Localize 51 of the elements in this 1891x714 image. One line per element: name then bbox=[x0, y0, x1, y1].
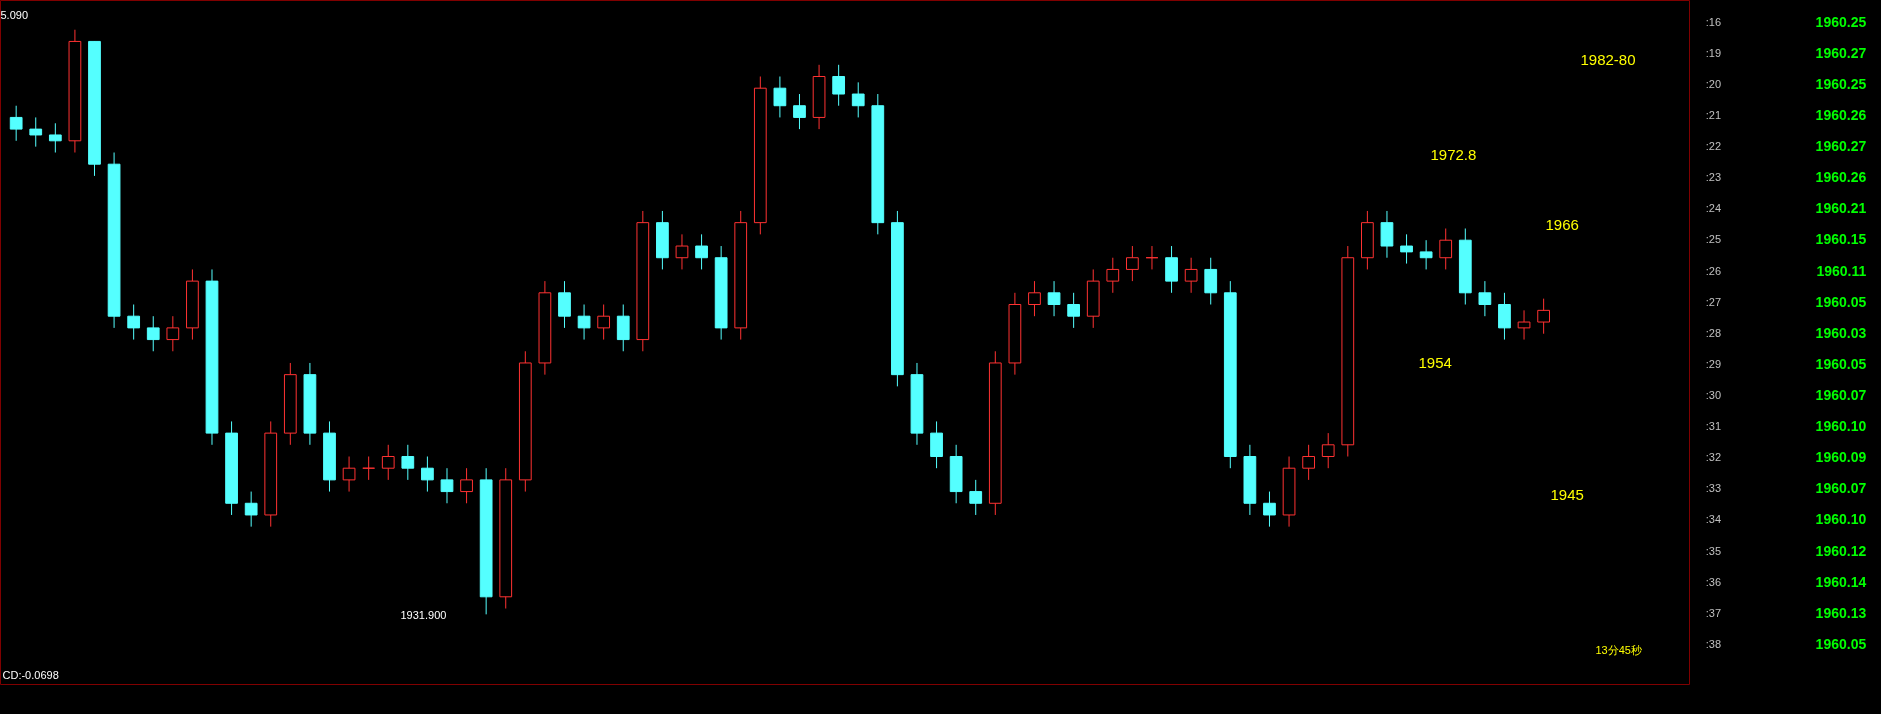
text: 1960.13 bbox=[1815, 604, 1867, 621]
text: 1960.05 bbox=[1815, 355, 1867, 372]
text: :23 bbox=[1705, 171, 1722, 184]
text: 1960.26 bbox=[1815, 169, 1867, 186]
text: 13分45秒 bbox=[1595, 643, 1642, 656]
text: :29 bbox=[1705, 357, 1722, 370]
annotation: 1954 bbox=[1418, 353, 1452, 371]
text: CD:-0.0698 bbox=[2, 668, 59, 681]
text: 1960.10 bbox=[1815, 418, 1867, 435]
text: :30 bbox=[1705, 388, 1722, 401]
text: :35 bbox=[1705, 544, 1722, 557]
annotation: 1966 bbox=[1545, 215, 1579, 233]
text: 1960.03 bbox=[1815, 324, 1867, 341]
text: 5.090 bbox=[0, 8, 29, 21]
text: :22 bbox=[1705, 140, 1722, 153]
text: :16 bbox=[1705, 15, 1722, 28]
text: :27 bbox=[1705, 295, 1722, 308]
text: :34 bbox=[1705, 513, 1722, 526]
text: :21 bbox=[1705, 108, 1722, 121]
text: :26 bbox=[1705, 264, 1722, 277]
text: 1960.12 bbox=[1815, 542, 1867, 559]
text: 1960.05 bbox=[1815, 635, 1867, 652]
annotation: 1972.8 bbox=[1430, 145, 1477, 163]
text: 1960.07 bbox=[1815, 480, 1867, 497]
text: 1960.26 bbox=[1815, 106, 1867, 123]
text: :19 bbox=[1705, 46, 1722, 59]
text: :25 bbox=[1705, 233, 1722, 246]
annotation: 1982-80 bbox=[1580, 50, 1636, 68]
annotation: 1945 bbox=[1550, 485, 1584, 503]
text: 1960.10 bbox=[1815, 511, 1867, 528]
text: 1960.11 bbox=[1816, 262, 1867, 279]
text: 1960.27 bbox=[1815, 44, 1867, 61]
text: :38 bbox=[1705, 637, 1722, 650]
text: :24 bbox=[1705, 202, 1722, 215]
text: :33 bbox=[1705, 482, 1722, 495]
text: 1960.25 bbox=[1815, 13, 1867, 30]
text: :20 bbox=[1705, 77, 1722, 90]
text: 1960.07 bbox=[1815, 386, 1867, 403]
text: 1960.09 bbox=[1815, 449, 1867, 466]
text: :36 bbox=[1705, 575, 1722, 588]
text: 1960.27 bbox=[1815, 138, 1867, 155]
text: 1960.21 bbox=[1815, 200, 1867, 217]
text: 1960.05 bbox=[1815, 293, 1867, 310]
text: 1960.15 bbox=[1815, 231, 1867, 248]
text: 1960.25 bbox=[1815, 75, 1867, 92]
text: :28 bbox=[1705, 326, 1722, 339]
text: :32 bbox=[1705, 451, 1722, 464]
text: :31 bbox=[1705, 420, 1722, 433]
annotation: 1931.900 bbox=[400, 608, 447, 621]
text: :37 bbox=[1705, 606, 1722, 619]
text: 1960.14 bbox=[1815, 573, 1867, 590]
